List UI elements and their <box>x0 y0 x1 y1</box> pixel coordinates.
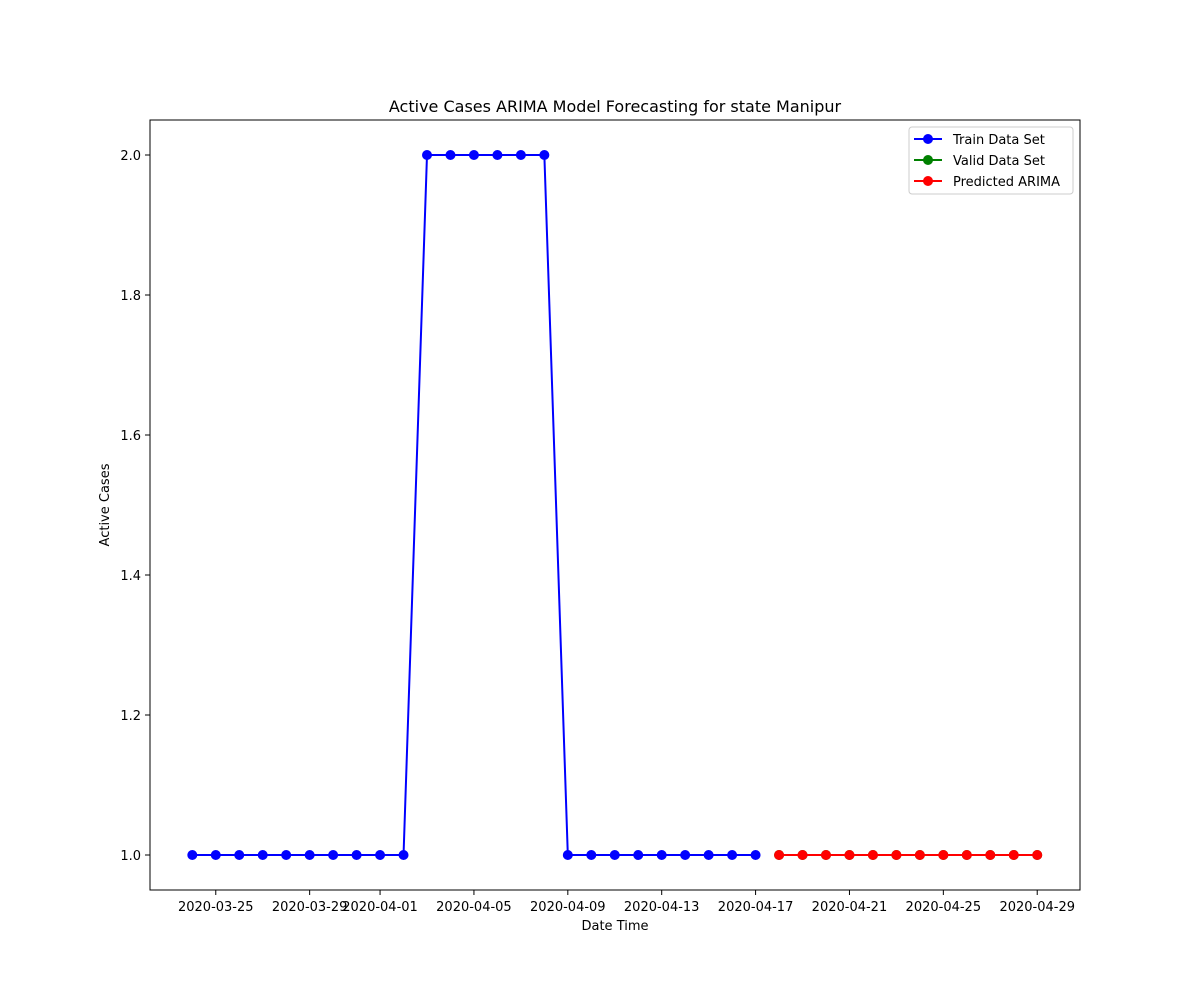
data-point <box>891 850 902 860</box>
data-point <box>515 150 526 160</box>
x-tick-label: 2020-04-25 <box>906 900 982 915</box>
x-tick-label: 2020-04-29 <box>999 900 1075 915</box>
y-tick-label: 1.0 <box>120 849 141 864</box>
data-point <box>750 850 761 860</box>
data-point <box>938 850 949 860</box>
x-tick-label: 2020-04-05 <box>436 900 512 915</box>
data-point <box>210 850 221 860</box>
data-point <box>1008 850 1019 860</box>
y-tick-label: 1.6 <box>120 429 141 444</box>
x-tick-label: 2020-04-01 <box>342 900 418 915</box>
y-tick-label: 1.4 <box>120 569 141 584</box>
data-point <box>422 150 432 160</box>
legend-entry: Valid Data Set <box>953 154 1045 169</box>
data-point <box>351 850 362 860</box>
legend-entry: Train Data Set <box>952 133 1045 148</box>
data-point <box>961 850 972 860</box>
data-point <box>187 850 198 860</box>
plot-area <box>149 119 1081 891</box>
legend: Train Data Set Valid Data Set Predicted AR… <box>908 126 1074 195</box>
legend-swatch-marker <box>923 176 933 186</box>
legend-box <box>908 126 1074 195</box>
y-axis: 1.0 1.2 1.4 1.6 1.8 2.0 <box>120 149 150 864</box>
data-point <box>680 850 691 860</box>
data-point <box>985 850 996 860</box>
y-tick-label: 2.0 <box>120 149 141 164</box>
y-tick-label: 1.2 <box>120 709 141 724</box>
data-point <box>281 850 292 860</box>
y-tick-label: 1.8 <box>120 289 141 304</box>
x-axis-label: Date Time <box>581 919 648 934</box>
data-point <box>468 150 479 160</box>
data-point <box>445 150 456 160</box>
data-point <box>774 850 785 860</box>
chart-title: Active Cases ARIMA Model Forecasting for… <box>389 97 842 116</box>
x-tick-label: 2020-03-29 <box>272 900 348 915</box>
data-point <box>1032 850 1043 860</box>
legend-swatch-marker <box>923 134 933 144</box>
x-tick-label: 2020-04-13 <box>624 900 700 915</box>
data-point <box>656 850 667 860</box>
data-point <box>328 850 339 860</box>
data-point <box>609 850 620 860</box>
x-tick-label: 2020-03-25 <box>178 900 254 915</box>
data-point <box>234 850 245 860</box>
data-point <box>633 850 644 860</box>
legend-swatch-marker <box>923 155 933 165</box>
series-line-0 <box>192 154 756 856</box>
data-point <box>375 850 386 860</box>
data-point <box>797 850 808 860</box>
data-point <box>820 850 831 860</box>
legend-entry: Predicted ARIMA <box>953 175 1060 190</box>
data-point <box>586 850 597 860</box>
y-axis-label: Active Cases <box>98 463 113 546</box>
data-point <box>867 850 878 860</box>
data-point <box>914 850 925 860</box>
x-tick-label: 2020-04-09 <box>530 900 606 915</box>
data-point <box>492 150 503 160</box>
data-point <box>703 850 714 860</box>
x-tick-label: 2020-04-17 <box>718 900 794 915</box>
data-point <box>398 850 409 860</box>
plot-frame <box>149 119 1081 891</box>
data-point <box>844 850 855 860</box>
data-point <box>257 850 268 860</box>
data-point <box>562 850 573 860</box>
data-point <box>727 850 738 860</box>
x-tick-label: 2020-04-21 <box>812 900 888 915</box>
data-point <box>539 150 550 160</box>
data-point <box>304 850 315 860</box>
